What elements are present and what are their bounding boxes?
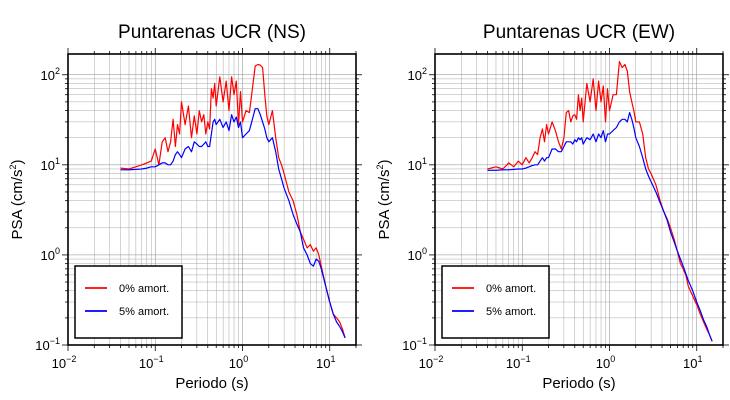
chart-title: Puntarenas UCR (EW): [483, 22, 675, 43]
x-axis-label: Periodo (s): [175, 375, 248, 392]
x-tick-label: 101: [316, 354, 335, 371]
x-tick-label: 10−1: [506, 354, 531, 371]
x-tick-label: 10−1: [139, 354, 164, 371]
plot-frame: [434, 53, 724, 346]
x-tick-label: 100: [596, 354, 615, 371]
legend-box: [441, 265, 550, 339]
x-axis-label: Periodo (s): [542, 375, 615, 392]
legend-label: 0% amort.: [119, 283, 169, 295]
chart-title: Puntarenas UCR (NS): [118, 22, 306, 43]
y-tick-label: 100: [408, 246, 427, 263]
x-tick-label: 100: [229, 354, 248, 371]
y-tick-label: 10−1: [402, 336, 427, 353]
plot-frame: [67, 53, 357, 346]
series-line-undamped: [487, 60, 713, 342]
legend: 0% amort. 5% amort.: [74, 265, 183, 339]
x-tick-label: 10−2: [52, 354, 77, 371]
series-line-damped: [487, 111, 713, 342]
legend-label: 5% amort.: [486, 306, 536, 318]
series-line-undamped: [120, 63, 346, 339]
y-tick-label: 10−1: [35, 336, 60, 353]
y-tick-label: 102: [408, 66, 427, 83]
y-tick-label: 101: [41, 156, 60, 173]
legend-box: [74, 265, 183, 339]
legend: 0% amort. 5% amort.: [441, 265, 550, 339]
legend-label: 0% amort.: [486, 283, 536, 295]
grid: [67, 54, 357, 346]
legend-label: 5% amort.: [119, 306, 169, 318]
x-tick-label: 101: [683, 354, 702, 371]
x-tick-label: 10−2: [419, 354, 444, 371]
y-tick-label: 102: [41, 66, 60, 83]
y-axis-label: PSA (cm/s2): [375, 159, 393, 239]
y-tick-label: 101: [408, 156, 427, 173]
y-tick-label: 100: [41, 246, 60, 263]
series-line-damped: [120, 108, 346, 339]
y-axis-label: PSA (cm/s2): [8, 159, 26, 239]
